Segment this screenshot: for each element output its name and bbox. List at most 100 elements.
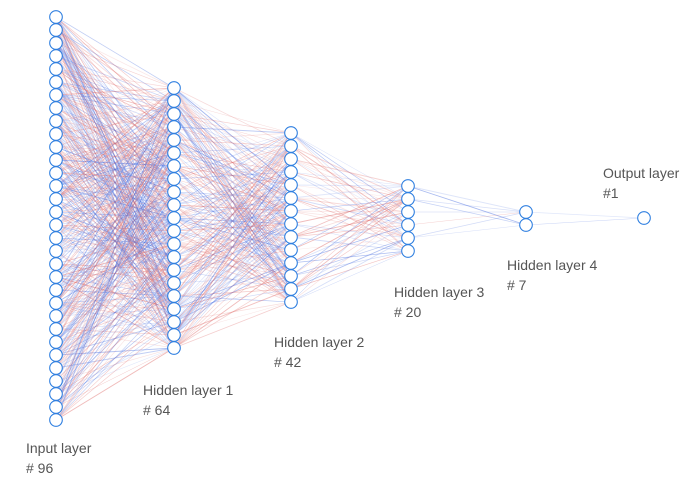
connection-edge bbox=[290, 185, 409, 251]
connection-edge bbox=[290, 237, 409, 277]
connection-edge bbox=[55, 87, 175, 330]
connection-edge bbox=[55, 146, 175, 258]
connection-edge bbox=[173, 223, 292, 336]
connection-edge bbox=[55, 113, 175, 174]
connection-edge bbox=[55, 68, 175, 323]
connection-edge bbox=[290, 198, 409, 225]
connection-edge bbox=[55, 68, 175, 115]
neuron-node bbox=[284, 204, 298, 218]
connection-edge bbox=[55, 152, 175, 421]
connection-edge bbox=[173, 262, 292, 310]
connection-edge bbox=[55, 81, 175, 323]
connection-edge bbox=[55, 55, 175, 154]
connection-edge bbox=[55, 250, 175, 310]
neuron-node bbox=[401, 218, 415, 232]
connection-edge bbox=[55, 100, 175, 200]
connection-edge bbox=[290, 223, 409, 252]
neuron-node bbox=[167, 302, 181, 316]
layer-name: Hidden layer 3 bbox=[394, 284, 485, 300]
connection-edge bbox=[55, 250, 175, 258]
connection-edge bbox=[173, 145, 292, 154]
connection-edge bbox=[173, 145, 292, 349]
connection-edge bbox=[55, 126, 175, 135]
connection-edge bbox=[55, 152, 175, 161]
connection-edge bbox=[173, 139, 292, 277]
connection-edge bbox=[290, 224, 409, 264]
connection-edge bbox=[173, 145, 292, 180]
connection-edge bbox=[290, 158, 409, 200]
connection-edge bbox=[173, 145, 292, 219]
connection-edge bbox=[55, 217, 175, 317]
connection-edge bbox=[173, 256, 292, 290]
connection-edge bbox=[55, 133, 175, 232]
connection-edge bbox=[55, 178, 175, 330]
neuron-node bbox=[49, 257, 63, 271]
connection-edge bbox=[55, 165, 175, 278]
neuron-node bbox=[49, 127, 63, 141]
connection-edge bbox=[55, 107, 175, 245]
connection-edge bbox=[55, 256, 175, 343]
connection-edge bbox=[290, 171, 409, 187]
connection-edge bbox=[55, 107, 175, 180]
connection-edge bbox=[290, 184, 409, 239]
connection-edge bbox=[55, 211, 175, 271]
connection-edge bbox=[55, 204, 175, 213]
connection-edge bbox=[290, 224, 409, 290]
connection-edge bbox=[290, 185, 409, 290]
connection-edge bbox=[55, 113, 175, 187]
connection-edge bbox=[55, 139, 175, 226]
neuron-node bbox=[49, 62, 63, 76]
connection-edge bbox=[55, 139, 175, 278]
connection-edge bbox=[55, 139, 175, 200]
connection-edge bbox=[55, 263, 175, 349]
connection-edge bbox=[55, 295, 175, 421]
connection-edge bbox=[173, 223, 292, 349]
neuron-node bbox=[49, 36, 63, 50]
connection-edge bbox=[173, 204, 292, 277]
neuron-node bbox=[167, 120, 181, 134]
connection-edge bbox=[55, 113, 175, 135]
connection-edge bbox=[173, 87, 292, 173]
connection-edge bbox=[55, 107, 175, 219]
connection-edge bbox=[55, 81, 175, 193]
connection-edge bbox=[55, 302, 175, 323]
connection-edge bbox=[290, 211, 409, 290]
connection-edge bbox=[55, 282, 175, 317]
connection-edge bbox=[55, 230, 175, 252]
connection-edge bbox=[173, 126, 292, 251]
layer-name: Hidden layer 4 bbox=[507, 257, 598, 273]
connection-edge bbox=[173, 87, 292, 277]
connection-edge bbox=[55, 100, 175, 239]
connection-edge bbox=[55, 29, 175, 336]
connection-edge bbox=[290, 197, 409, 239]
connection-edge bbox=[173, 145, 292, 232]
connection-edge bbox=[55, 126, 175, 187]
neuron-node bbox=[49, 283, 63, 297]
connection-edge bbox=[55, 29, 175, 102]
connection-edge bbox=[290, 145, 409, 252]
connection-edge bbox=[55, 276, 175, 297]
connection-edge bbox=[173, 275, 292, 349]
connection-edge bbox=[173, 217, 292, 238]
connection-edge bbox=[173, 100, 292, 303]
connection-edge bbox=[55, 191, 175, 382]
connection-edge bbox=[173, 178, 292, 277]
connection-edge bbox=[55, 211, 175, 258]
connection-edge bbox=[55, 321, 175, 395]
connection-edge bbox=[173, 100, 292, 212]
connection-edge bbox=[173, 126, 292, 160]
neuron-node bbox=[167, 328, 181, 342]
connection-edge bbox=[55, 211, 175, 219]
connection-edge bbox=[173, 178, 292, 290]
connection-edge bbox=[173, 249, 292, 349]
connection-edge bbox=[173, 152, 292, 277]
connection-edge bbox=[55, 211, 175, 323]
connection-edge bbox=[55, 29, 175, 206]
connection-edge bbox=[55, 185, 175, 206]
connection-edge bbox=[55, 321, 175, 356]
connection-edge bbox=[55, 42, 175, 193]
connection-edge bbox=[173, 288, 292, 336]
connection-edge bbox=[55, 334, 175, 395]
connection-edge bbox=[55, 94, 175, 271]
connection-edge bbox=[55, 165, 175, 213]
